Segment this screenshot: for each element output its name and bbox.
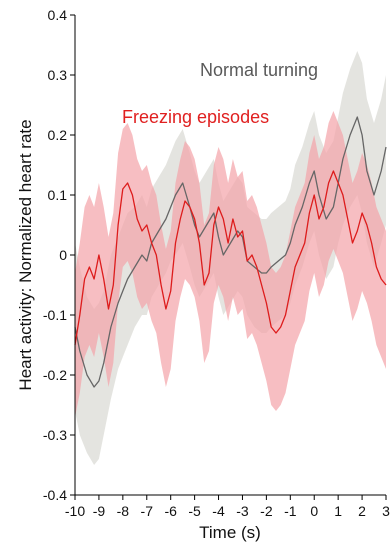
y-tick-label: 0.4 — [48, 7, 68, 23]
x-tick-label: 2 — [358, 503, 366, 519]
series-lines — [74, 116, 387, 388]
y-tick-label: -0.2 — [43, 367, 67, 383]
y-tick-label: 0.2 — [48, 127, 68, 143]
x-tick-label: -3 — [236, 503, 249, 519]
x-tick-label: -8 — [117, 503, 130, 519]
x-tick-label: -9 — [93, 503, 106, 519]
line-freezing-episodes — [74, 170, 387, 346]
x-tick-label: -10 — [65, 503, 85, 519]
y-tick-label: -0.1 — [43, 307, 67, 323]
x-axis-title: Time (s) — [199, 523, 261, 542]
x-tick-label: -5 — [188, 503, 201, 519]
y-tick-label: 0.3 — [48, 67, 68, 83]
x-tick-label: 0 — [310, 503, 318, 519]
x-tick-label: -1 — [284, 503, 297, 519]
x-tick-label: 1 — [334, 503, 342, 519]
x-tick-label: 3 — [382, 503, 390, 519]
y-axis-title: Heart activity: Normalized heart rate — [16, 119, 35, 390]
axes: -0.4-0.3-0.2-0.100.10.20.30.4-10 -9 -8 -7 -6… — [43, 7, 390, 519]
x-tick-label: -2 — [260, 503, 273, 519]
x-tick-label: -6 — [164, 503, 177, 519]
y-tick-label: -0.3 — [43, 427, 67, 443]
x-tick-label: -7 — [141, 503, 154, 519]
x-tick-label: -4 — [212, 503, 225, 519]
y-tick-label: -0.4 — [43, 487, 67, 503]
series-label-freezing-episodes: Freezing episodes — [122, 107, 269, 127]
line-normal-turning — [74, 116, 387, 388]
band-freezing-episodes — [75, 111, 386, 417]
y-tick-label: 0 — [59, 247, 67, 263]
y-tick-label: 0.1 — [48, 187, 68, 203]
series-label-normal-turning: Normal turning — [200, 60, 318, 80]
